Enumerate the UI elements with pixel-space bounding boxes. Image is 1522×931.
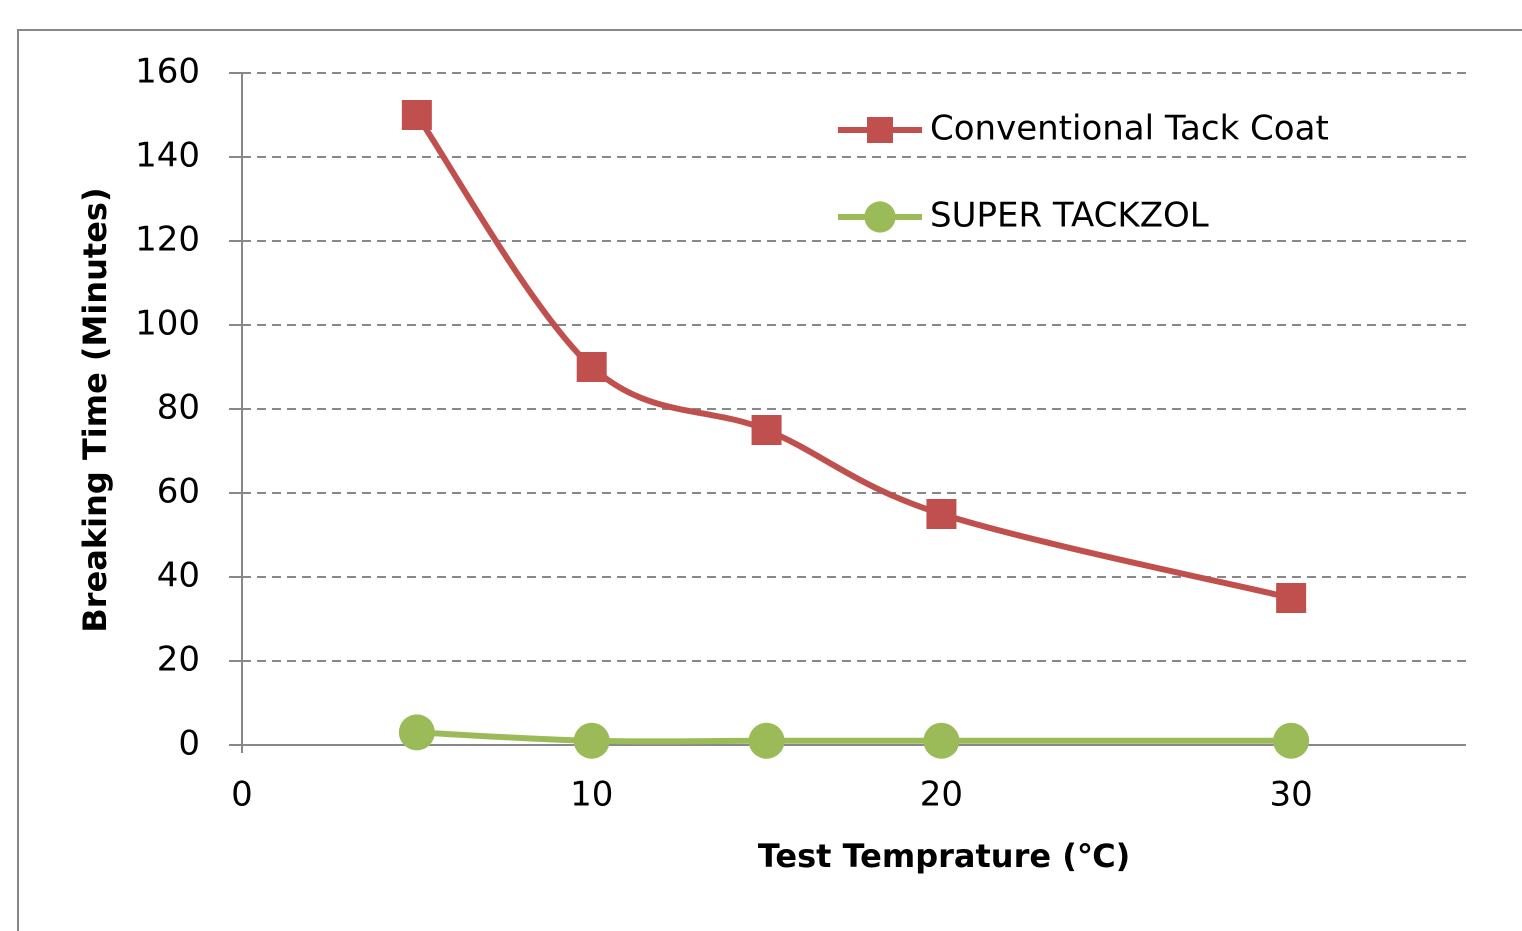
data-point [926,499,957,529]
data-point [398,714,435,751]
data-point [748,722,785,759]
data-point [751,415,782,445]
data-point [576,352,607,382]
x-tick-label: 30 [1270,775,1313,815]
data-point [573,722,610,759]
y-tick-label: 60 [157,472,200,512]
legend-text: Conventional Tack Coat [930,109,1329,149]
y-tick-label: 80 [157,388,200,428]
legend-marker [867,117,893,143]
data-point [1273,722,1310,759]
x-tick-label: 0 [231,775,253,815]
y-tick-label: 0 [178,724,200,764]
y-tick-label: 100 [135,304,200,344]
data-point [923,722,960,759]
y-tick-label: 160 [135,52,200,92]
y-axis-title: Breaking Time (Minutes) [76,187,114,632]
data-point [1276,583,1307,613]
data-point [401,100,432,130]
y-tick-label: 140 [135,136,200,176]
x-tick-label: 10 [570,775,613,815]
legend-marker [864,201,896,233]
chart-frame [17,29,1522,931]
x-axis-title: Test Temprature (℃) [758,837,1130,875]
y-tick-label: 120 [135,220,200,260]
y-tick-label: 20 [157,640,200,680]
y-tick-label: 40 [157,556,200,596]
legend-text: SUPER TACKZOL [930,196,1209,236]
x-tick-label: 20 [920,775,963,815]
